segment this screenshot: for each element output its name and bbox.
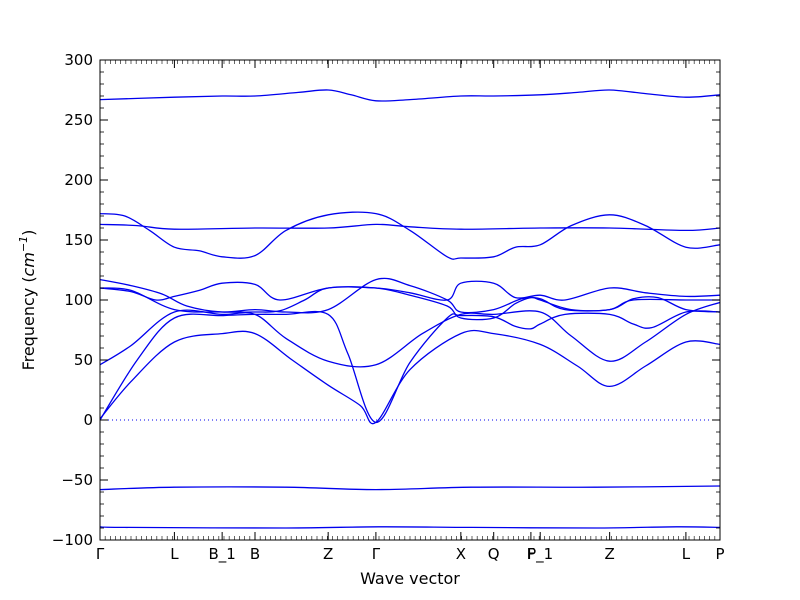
y-axis-label-unit: cm xyxy=(19,252,38,276)
phonon-band-5 xyxy=(100,301,720,368)
y-tick-label: 200 xyxy=(64,171,93,189)
kpoint-label: Γ xyxy=(96,545,105,563)
phonon-band-1 xyxy=(100,526,720,529)
y-tick-label: 0 xyxy=(83,411,93,429)
y-tick-label: 50 xyxy=(74,351,93,369)
kpoint-label: P xyxy=(715,545,724,563)
kpoint-label: P_1 xyxy=(527,545,553,564)
y-tick-label: 250 xyxy=(64,111,93,129)
phonon-band-10 xyxy=(100,223,720,232)
phonon-band-11 xyxy=(100,89,720,102)
kpoint-label: B_1 xyxy=(208,545,235,564)
kpoint-label: Z xyxy=(604,545,614,563)
kpoint-label: X xyxy=(456,545,466,563)
y-tick-label: 100 xyxy=(64,291,93,309)
kpoint-label: F xyxy=(527,545,536,563)
kpoint-label: Γ xyxy=(372,545,381,563)
phonon-band-2 xyxy=(100,485,720,491)
phonon-band-4 xyxy=(100,310,720,424)
y-axis-label-prefix: Frequency ( xyxy=(19,276,38,370)
kpoint-label: L xyxy=(682,545,691,563)
plot-area xyxy=(100,89,720,529)
y-tick-label: 150 xyxy=(64,231,93,249)
x-axis-label: Wave vector xyxy=(360,569,460,588)
phonon-band-8 xyxy=(100,286,720,321)
phonon-band-7 xyxy=(100,280,720,301)
y-tick-label: −100 xyxy=(52,531,93,549)
phonon-band-9 xyxy=(100,211,720,260)
kpoint-label: B xyxy=(250,545,260,563)
y-tick-label: 300 xyxy=(64,51,93,69)
y-axis-label-suffix: ) xyxy=(19,230,38,236)
phonon-band-3 xyxy=(100,329,720,425)
band-group xyxy=(100,89,720,529)
y-axis-label-exponent: −1 xyxy=(17,236,30,252)
y-tick-label: −50 xyxy=(61,471,93,489)
kpoint-label: L xyxy=(170,545,179,563)
kpoint-label: Z xyxy=(323,545,333,563)
y-axis-label: Frequency (cm−1) xyxy=(17,230,38,371)
kpoint-label: Q xyxy=(488,545,500,563)
